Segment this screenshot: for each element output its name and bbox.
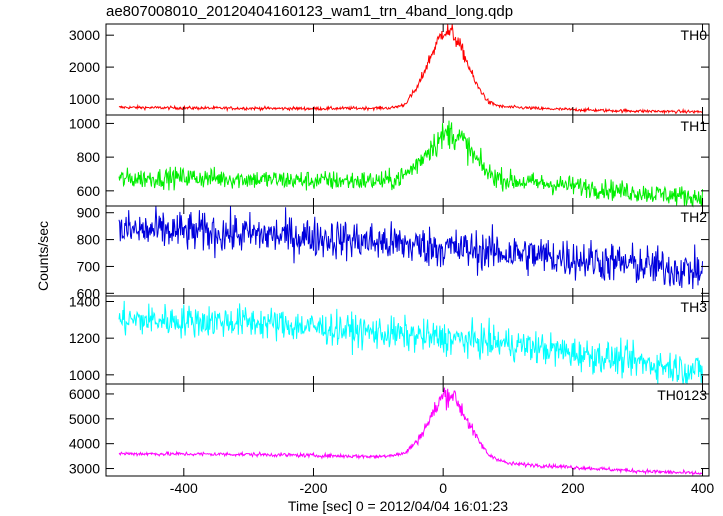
- y-tick-label: 1200: [69, 330, 100, 346]
- panel-frame: [105, 114, 710, 207]
- series-line-th3: [118, 300, 703, 385]
- y-tick-label: 700: [77, 258, 101, 274]
- series-line-th1: [118, 120, 703, 208]
- panel-th3: 1000 1200 1400 TH3: [69, 294, 710, 385]
- y-tick-label: 3000: [69, 461, 100, 477]
- panel-label-th2: TH2: [681, 209, 708, 225]
- panel-frame: [105, 383, 710, 477]
- chart-title: ae807008010_20120404160123_wam1_trn_4ban…: [106, 3, 513, 20]
- y-tick-label: 600: [77, 285, 101, 301]
- panel-th2: 600 700 800 900 TH2: [77, 205, 710, 301]
- x-tick-label: -200: [299, 480, 327, 496]
- y-tick-label: 2000: [69, 59, 100, 75]
- panel-label-th3: TH3: [681, 299, 708, 315]
- y-tick-label: 4000: [69, 436, 100, 452]
- panel-th0: 1000 2000 3000 TH0: [69, 23, 710, 116]
- panel-th1: 600 800 1000 TH1: [69, 114, 710, 208]
- panel-th0123: 3000 4000 5000 6000 TH0123: [69, 383, 710, 477]
- panel-label-th0: TH0: [681, 27, 708, 43]
- panel-label-th1: TH1: [681, 118, 708, 134]
- series-line-th2: [118, 205, 703, 290]
- x-tick-label: 0: [439, 480, 447, 496]
- y-tick-label: 800: [77, 149, 101, 165]
- y-tick-label: 900: [77, 205, 101, 221]
- panel-frame: [105, 205, 710, 297]
- x-tick-label: -400: [170, 480, 198, 496]
- y-tick-label: 6000: [69, 386, 100, 402]
- y-tick-label: 800: [77, 232, 101, 248]
- x-tick-label: 400: [691, 480, 715, 496]
- series-line-th0123: [118, 387, 703, 477]
- x-tick-label: 200: [561, 480, 585, 496]
- series-line-th0: [118, 24, 703, 115]
- y-tick-label: 1000: [69, 91, 100, 107]
- y-tick-label: 1000: [69, 115, 100, 131]
- y-tick-label: 1400: [69, 294, 100, 310]
- y-tick-label: 5000: [69, 411, 100, 427]
- x-axis-label: Time [sec] 0 = 2012/04/04 16:01:23: [288, 498, 508, 514]
- y-tick-label: 3000: [69, 27, 100, 43]
- y-tick-label: 600: [77, 183, 101, 199]
- y-tick-label: 1000: [69, 367, 100, 383]
- y-axis-label: Counts/sec: [35, 221, 51, 291]
- panel-label-th0123: TH0123: [657, 387, 707, 403]
